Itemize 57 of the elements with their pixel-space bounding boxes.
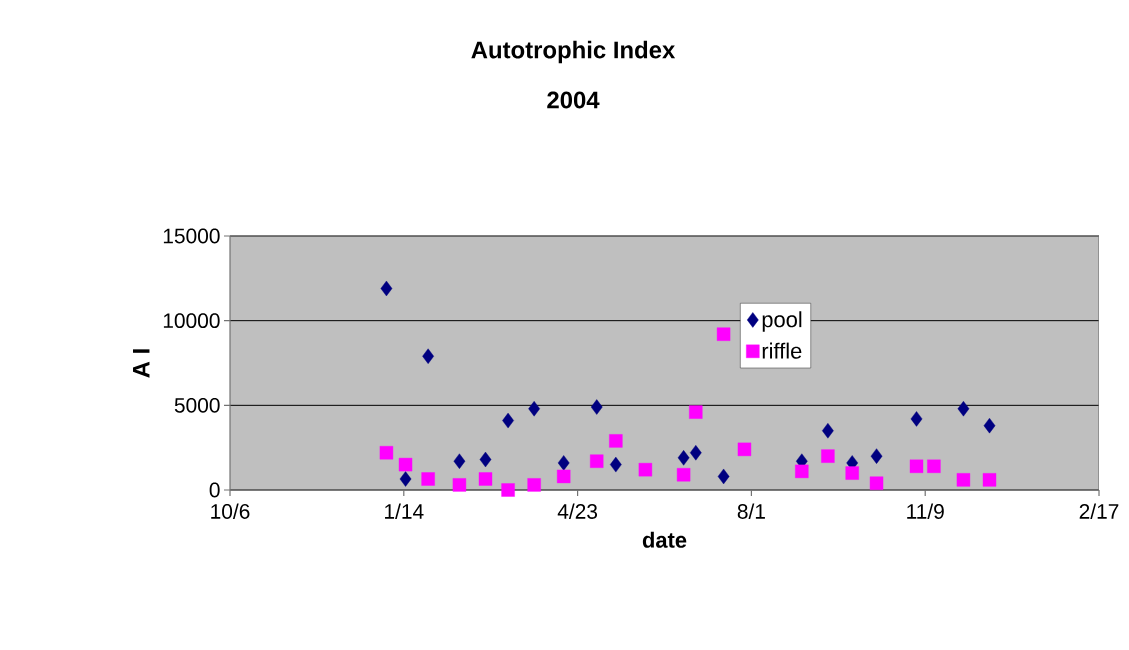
point bbox=[982, 473, 997, 487]
point bbox=[716, 327, 731, 341]
point bbox=[501, 483, 515, 497]
point bbox=[398, 457, 413, 472]
point bbox=[528, 401, 540, 417]
x-tick-label: 2/17 bbox=[1079, 503, 1119, 519]
y-tick-label: 15000 bbox=[163, 228, 220, 244]
point bbox=[610, 456, 622, 473]
x-tick-label: 10/6 bbox=[211, 503, 250, 519]
point bbox=[638, 462, 653, 477]
point bbox=[676, 468, 691, 482]
point bbox=[737, 442, 752, 457]
point bbox=[689, 445, 702, 461]
chart-title: Autotrophic Index bbox=[471, 40, 676, 64]
x-tick-label: 11/9 bbox=[907, 503, 944, 519]
point bbox=[399, 471, 412, 487]
point bbox=[983, 417, 996, 434]
point bbox=[957, 401, 970, 417]
point bbox=[689, 405, 703, 419]
point bbox=[845, 466, 859, 480]
legend-label: pool bbox=[762, 311, 802, 332]
y-tick-label: 5000 bbox=[174, 397, 220, 413]
point bbox=[717, 468, 730, 485]
point bbox=[502, 412, 514, 429]
legend-label: riffle bbox=[762, 342, 802, 359]
point bbox=[822, 423, 834, 439]
y-axis-title: A I bbox=[133, 349, 150, 378]
point bbox=[869, 476, 884, 490]
point bbox=[609, 434, 623, 448]
point bbox=[478, 472, 493, 486]
point bbox=[677, 450, 690, 466]
point bbox=[479, 451, 492, 468]
point bbox=[527, 478, 541, 492]
point bbox=[422, 348, 434, 364]
y-tick-label: 0 bbox=[209, 482, 220, 498]
point bbox=[870, 448, 883, 464]
x-axis-title: date bbox=[642, 531, 687, 548]
point bbox=[453, 453, 466, 469]
point bbox=[927, 459, 941, 473]
point bbox=[956, 473, 971, 487]
point bbox=[590, 399, 603, 415]
point bbox=[821, 449, 835, 463]
point bbox=[909, 459, 924, 473]
point bbox=[795, 464, 809, 479]
y-tick-label: 10000 bbox=[163, 313, 220, 329]
x-tick-label: 1/14 bbox=[385, 503, 424, 519]
point bbox=[379, 446, 394, 460]
x-tick-label: 8/1 bbox=[737, 503, 765, 519]
point bbox=[452, 478, 467, 492]
point bbox=[380, 280, 393, 297]
point bbox=[557, 455, 570, 471]
point bbox=[557, 469, 571, 484]
x-tick-label: 4/23 bbox=[557, 503, 598, 519]
point bbox=[421, 472, 435, 486]
point bbox=[590, 454, 604, 468]
point bbox=[910, 411, 923, 427]
chart-subtitle: 2004 bbox=[547, 91, 600, 109]
